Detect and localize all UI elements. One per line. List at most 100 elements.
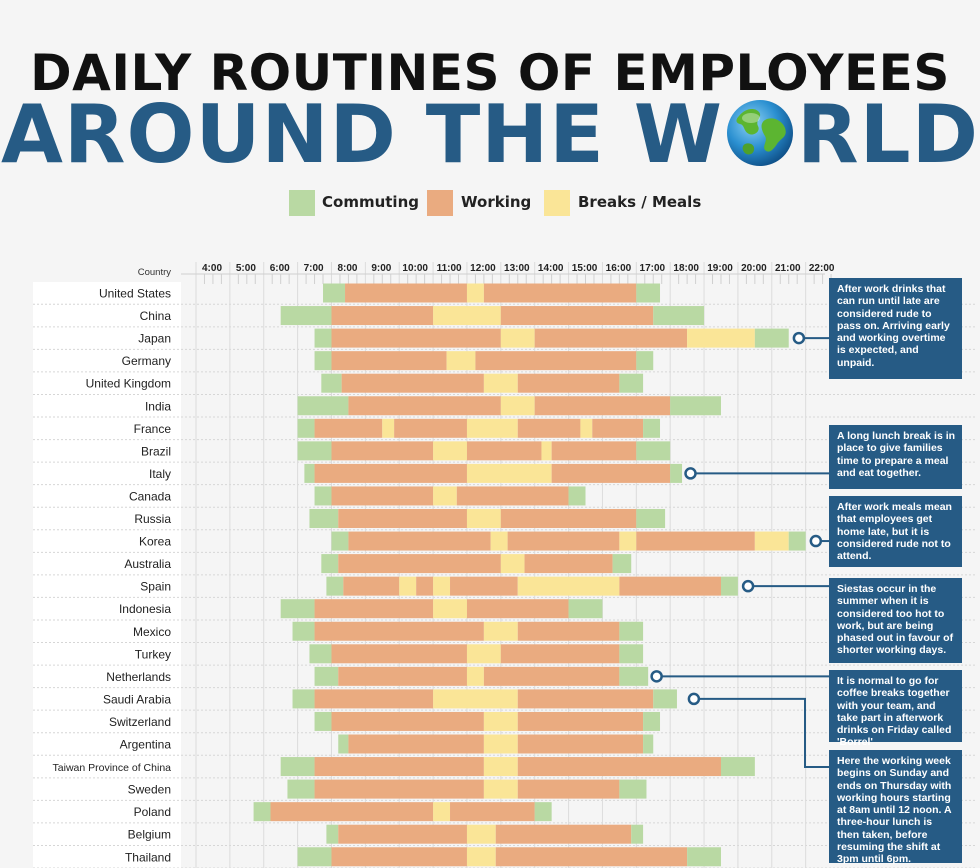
country-label: Turkey <box>135 647 171 661</box>
callout-dot <box>650 670 663 683</box>
bar-working <box>331 711 484 731</box>
bar-commuting <box>292 689 315 709</box>
tick-label: 17:00 <box>640 263 666 274</box>
tick-label: 8:00 <box>337 263 357 274</box>
bar-break <box>500 396 535 416</box>
bar-commuting <box>619 621 644 641</box>
bar-working <box>500 644 620 664</box>
bar-commuting <box>321 554 339 574</box>
bar-commuting <box>314 486 332 506</box>
tick-label: 10:00 <box>402 263 428 274</box>
bar-break <box>466 666 484 686</box>
bar-working <box>534 328 688 348</box>
tick-label: 22:00 <box>809 263 835 274</box>
annotation-korea: After work meals mean that employees get… <box>829 496 962 567</box>
globe-icon <box>726 100 793 166</box>
bar-break <box>580 418 593 438</box>
bar-working <box>517 621 620 641</box>
bar-break <box>619 531 637 551</box>
bar-working <box>495 847 688 867</box>
tick-label: 18:00 <box>673 263 699 274</box>
tick-label: 14:00 <box>538 263 564 274</box>
bar-commuting <box>720 757 755 777</box>
bar-commuting <box>754 328 789 348</box>
bar-break <box>483 711 518 731</box>
country-label: Taiwan Province of China <box>53 762 172 774</box>
country-label: Canada <box>129 489 171 503</box>
country-label: Korea <box>139 535 171 549</box>
tick-label: 7:00 <box>304 263 324 274</box>
country-label: United Kingdom <box>86 377 171 391</box>
country-label: India <box>145 399 171 413</box>
bar-break <box>483 734 518 754</box>
country-label: Netherlands <box>106 670 171 684</box>
bar-commuting <box>280 599 315 619</box>
bar-break <box>517 576 620 596</box>
bar-commuting <box>287 779 315 799</box>
bar-working <box>331 351 447 371</box>
bar-working <box>524 554 613 574</box>
country-label: Sweden <box>128 783 171 797</box>
country-label: France <box>134 422 172 436</box>
bar-working <box>394 418 467 438</box>
bar-working <box>338 666 467 686</box>
bar-break <box>483 373 518 393</box>
bar-working <box>466 441 542 461</box>
bar-commuting <box>323 283 346 303</box>
callout-dot <box>741 579 755 593</box>
legend-label-breaks: Breaks / Meals <box>578 193 702 211</box>
bar-working <box>517 711 644 731</box>
legend: Commuting Working Breaks / Meals <box>289 190 709 216</box>
bar-working <box>450 802 535 822</box>
country-label: Japan <box>138 332 171 346</box>
bar-working <box>416 576 434 596</box>
bar-commuting <box>297 396 349 416</box>
bar-commuting <box>338 734 349 754</box>
bar-commuting <box>636 351 654 371</box>
bar-working <box>314 757 484 777</box>
callout-dot <box>684 467 697 480</box>
bar-break <box>466 847 496 867</box>
bar-commuting <box>292 621 315 641</box>
bar-break <box>500 554 525 574</box>
bar-break <box>433 306 501 326</box>
legend-label-working: Working <box>461 193 532 211</box>
bar-working <box>636 531 755 551</box>
bar-commuting <box>326 576 344 596</box>
callout-dot <box>809 534 823 548</box>
tick-label: 21:00 <box>775 263 801 274</box>
bar-commuting <box>636 283 661 303</box>
tick-label: 9:00 <box>371 263 391 274</box>
country-label: Russia <box>134 512 171 526</box>
bar-commuting <box>643 734 654 754</box>
country-label: Germany <box>122 354 171 368</box>
legend-swatch-commuting <box>289 190 315 216</box>
bar-commuting <box>653 689 677 709</box>
bar-working <box>348 734 484 754</box>
bar-break <box>433 599 467 619</box>
bar-break <box>466 644 501 664</box>
bar-working <box>500 509 637 528</box>
tick-label: 15:00 <box>572 263 598 274</box>
bar-working <box>619 576 721 596</box>
bar-commuting <box>653 306 705 326</box>
country-label: Thailand <box>125 850 171 864</box>
bar-commuting <box>631 824 644 844</box>
bar-commuting <box>309 509 339 528</box>
bar-working <box>338 509 467 528</box>
bar-commuting <box>568 599 603 619</box>
bar-commuting <box>636 441 671 461</box>
bar-break <box>500 328 535 348</box>
country-label: Belgium <box>128 828 171 842</box>
tick-label: 19:00 <box>707 263 733 274</box>
country-label: Argentina <box>120 738 172 752</box>
bar-commuting <box>331 531 349 551</box>
bar-break <box>466 509 501 528</box>
legend-label-commuting: Commuting <box>322 193 419 211</box>
tick-label: 16:00 <box>606 263 632 274</box>
country-label: Brazil <box>141 444 171 458</box>
bar-commuting <box>297 418 315 438</box>
legend-swatch-breaks <box>544 190 570 216</box>
bar-working <box>331 486 434 506</box>
bar-commuting <box>321 373 342 393</box>
